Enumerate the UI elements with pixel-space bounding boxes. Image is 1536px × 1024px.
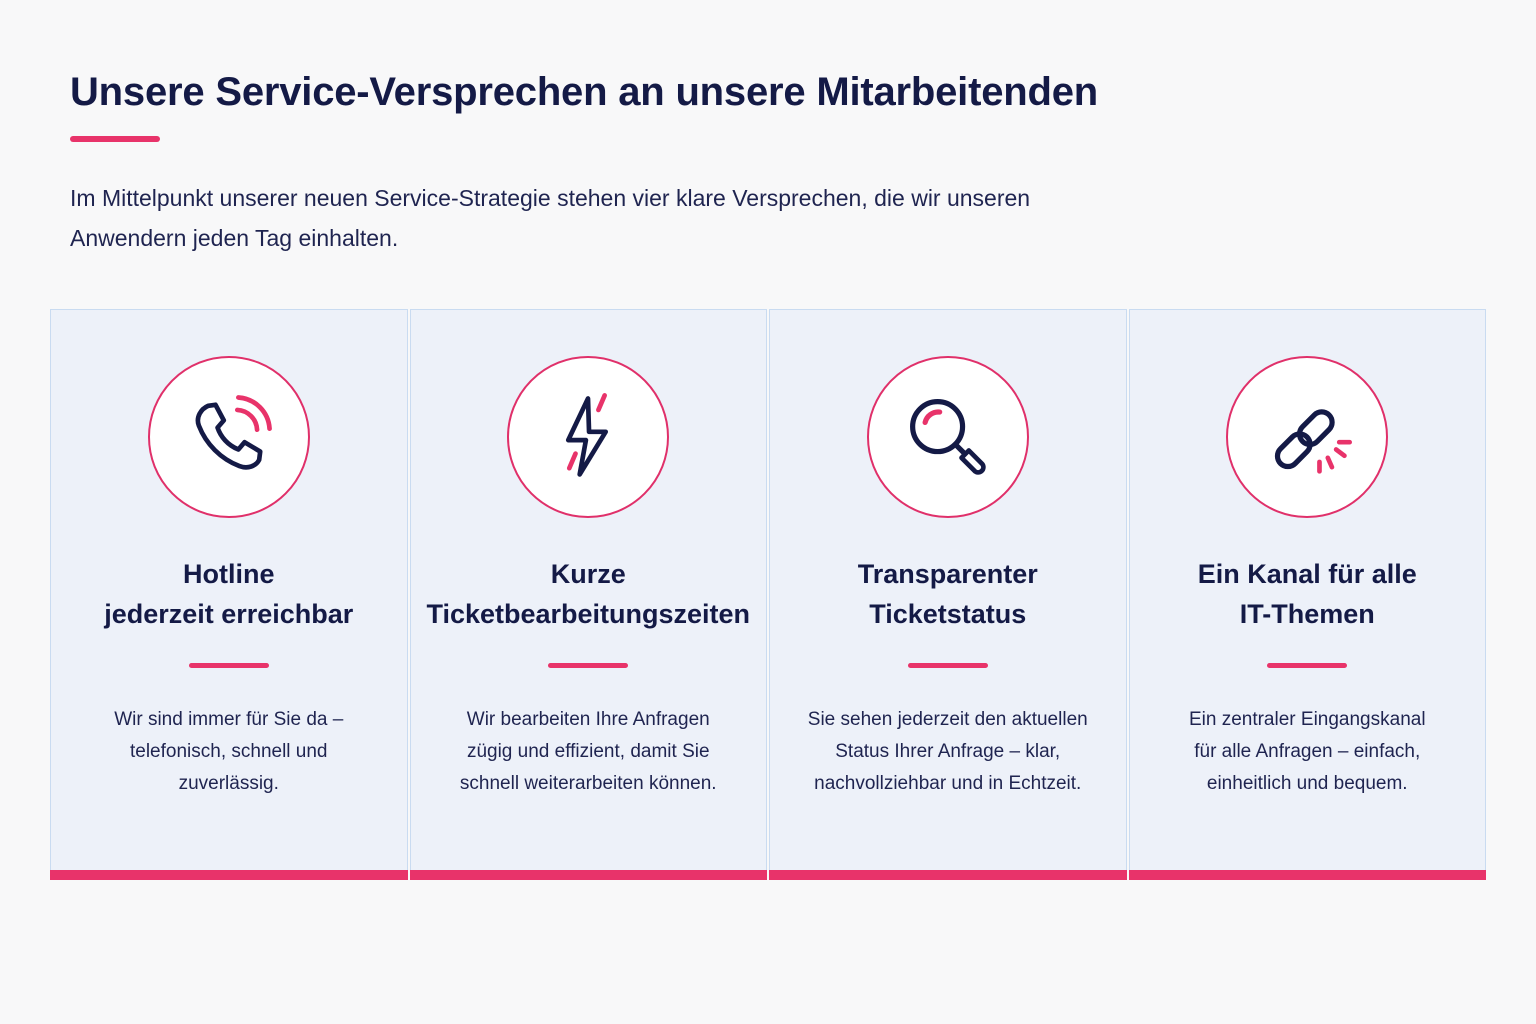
link-icon <box>1226 356 1389 518</box>
card-accent-line <box>907 663 988 668</box>
card-description: Ein zentraler Eingangskanal für alle Anf… <box>1188 709 1426 794</box>
lightning-icon <box>507 356 670 518</box>
card-accent-line <box>188 663 269 668</box>
card-ticket-status: Transparenter Ticketstatus Sie sehen jed… <box>769 309 1127 880</box>
card-description: Wir sind immer für Sie da – telefonisch,… <box>114 709 344 794</box>
intro-text: Im Mittelpunkt unserer neuen Service-Str… <box>70 185 1031 251</box>
card-title: Kurze Ticketbearbeitungszeiten <box>426 559 751 629</box>
card-single-channel: Ein Kanal für alle IT-Themen Ein zentral… <box>1128 309 1486 880</box>
card-description: Sie sehen jederzeit den aktuellen Status… <box>807 709 1088 794</box>
card-title: Ein Kanal für alle IT-Themen <box>1197 559 1417 629</box>
card-accent-line <box>1267 663 1348 668</box>
card-hotline: Hotline jederzeit erreichbar Wir sind im… <box>50 309 408 880</box>
magnifier-icon <box>866 356 1029 518</box>
page-title: Unsere Service-Versprechen an unsere Mit… <box>70 70 1099 114</box>
card-description: Wir bearbeiten Ihre Anfragen zügig und e… <box>459 709 717 794</box>
card-accent-line <box>548 663 629 668</box>
title-accent-line <box>70 136 160 142</box>
card-processing-times: Kurze Ticketbearbeitungszeiten Wir bearb… <box>409 309 767 880</box>
phone-icon <box>147 356 310 518</box>
card-title: Transparenter Ticketstatus <box>857 559 1038 629</box>
promise-cards: Hotline jederzeit erreichbar Wir sind im… <box>50 309 1486 880</box>
card-title: Hotline jederzeit erreichbar <box>104 559 354 629</box>
